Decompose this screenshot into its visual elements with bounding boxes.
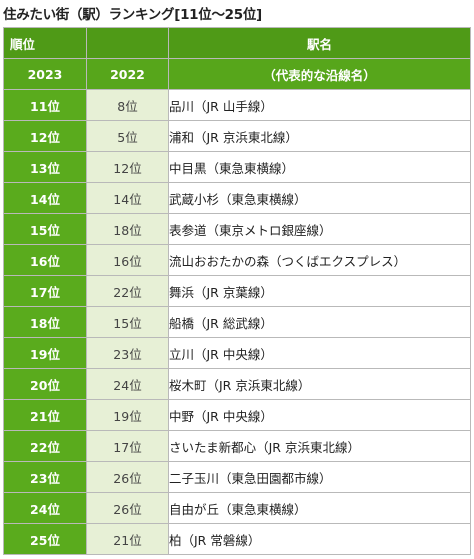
table-row: 13位 12位 中目黒（東急東横線） — [3, 151, 471, 183]
previous-rank-cell: 5位 — [86, 120, 169, 152]
rank-cell: 11位 — [3, 89, 87, 121]
rank-cell: 18位 — [3, 306, 87, 338]
station-name-cell: 表参道（東京メトロ銀座線） — [168, 213, 471, 245]
table-row: 19位 23位 立川（JR 中央線） — [3, 337, 471, 369]
table-row: 11位 8位 品川（JR 山手線） — [3, 89, 471, 121]
previous-rank-cell: 18位 — [86, 213, 169, 245]
previous-rank-cell: 19位 — [86, 399, 169, 431]
rank-cell: 21位 — [3, 399, 87, 431]
previous-rank-cell: 21位 — [86, 523, 169, 555]
rank-cell: 13位 — [3, 151, 87, 183]
table-row: 20位 24位 桜木町（JR 京浜東北線） — [3, 368, 471, 400]
previous-rank-cell: 24位 — [86, 368, 169, 400]
rank-cell: 12位 — [3, 120, 87, 152]
table-row: 12位 5位 浦和（JR 京浜東北線） — [3, 120, 471, 152]
table-row: 17位 22位 舞浜（JR 京葉線） — [3, 275, 471, 307]
line-header: （代表的な沿線名） — [168, 58, 471, 90]
table-row: 25位 21位 柏（JR 常磐線） — [3, 523, 471, 555]
table-row: 23位 26位 二子玉川（東急田園都市線） — [3, 461, 471, 493]
station-name-cell: 柏（JR 常磐線） — [168, 523, 471, 555]
rank-cell: 20位 — [3, 368, 87, 400]
station-name-cell: 船橋（JR 総武線） — [168, 306, 471, 338]
previous-rank-cell: 26位 — [86, 492, 169, 524]
table-row: 16位 16位 流山おおたかの森（つくばエクスプレス） — [3, 244, 471, 276]
station-name-cell: 舞浜（JR 京葉線） — [168, 275, 471, 307]
table-row: 21位 19位 中野（JR 中央線） — [3, 399, 471, 431]
station-name-cell: 武蔵小杉（東急東横線） — [168, 182, 471, 214]
station-header: 駅名 — [168, 27, 471, 59]
rank-cell: 24位 — [3, 492, 87, 524]
rank-cell: 15位 — [3, 213, 87, 245]
previous-rank-cell: 16位 — [86, 244, 169, 276]
previous-rank-cell: 17位 — [86, 430, 169, 462]
rank-cell: 19位 — [3, 337, 87, 369]
table-row: 24位 26位 自由が丘（東急東横線） — [3, 492, 471, 524]
rank-cell: 17位 — [3, 275, 87, 307]
previous-rank-cell: 12位 — [86, 151, 169, 183]
station-name-cell: 中野（JR 中央線） — [168, 399, 471, 431]
previous-rank-cell: 23位 — [86, 337, 169, 369]
table-row: 15位 18位 表参道（東京メトロ銀座線） — [3, 213, 471, 245]
header-row-2: 2023 2022 （代表的な沿線名） — [3, 58, 471, 90]
rank-header-spacer — [86, 27, 169, 59]
rank-cell: 16位 — [3, 244, 87, 276]
station-name-cell: 浦和（JR 京浜東北線） — [168, 120, 471, 152]
station-name-cell: 立川（JR 中央線） — [168, 337, 471, 369]
station-name-cell: 流山おおたかの森（つくばエクスプレス） — [168, 244, 471, 276]
previous-rank-cell: 26位 — [86, 461, 169, 493]
previous-rank-cell: 14位 — [86, 182, 169, 214]
station-name-cell: 自由が丘（東急東横線） — [168, 492, 471, 524]
previous-rank-cell: 22位 — [86, 275, 169, 307]
rank-cell: 14位 — [3, 182, 87, 214]
rank-cell: 23位 — [3, 461, 87, 493]
table-row: 22位 17位 さいたま新都心（JR 京浜東北線） — [3, 430, 471, 462]
previous-rank-cell: 8位 — [86, 89, 169, 121]
previous-rank-cell: 15位 — [86, 306, 169, 338]
rank-header: 順位 — [3, 27, 87, 59]
year-previous-header: 2022 — [86, 58, 169, 90]
ranking-table: 順位 駅名 2023 2022 （代表的な沿線名） 11位 8位 品川（JR 山手線… — [3, 27, 471, 555]
header-row-1: 順位 駅名 — [3, 27, 471, 59]
station-name-cell: さいたま新都心（JR 京浜東北線） — [168, 430, 471, 462]
station-name-cell: 中目黒（東急東横線） — [168, 151, 471, 183]
page-title: 住みたい街（駅）ランキング[11位～25位] — [3, 7, 262, 23]
station-name-cell: 桜木町（JR 京浜東北線） — [168, 368, 471, 400]
table-row: 14位 14位 武蔵小杉（東急東横線） — [3, 182, 471, 214]
rank-cell: 22位 — [3, 430, 87, 462]
table-row: 18位 15位 船橋（JR 総武線） — [3, 306, 471, 338]
year-current-header: 2023 — [3, 58, 87, 90]
rank-cell: 25位 — [3, 523, 87, 555]
station-name-cell: 二子玉川（東急田園都市線） — [168, 461, 471, 493]
station-name-cell: 品川（JR 山手線） — [168, 89, 471, 121]
